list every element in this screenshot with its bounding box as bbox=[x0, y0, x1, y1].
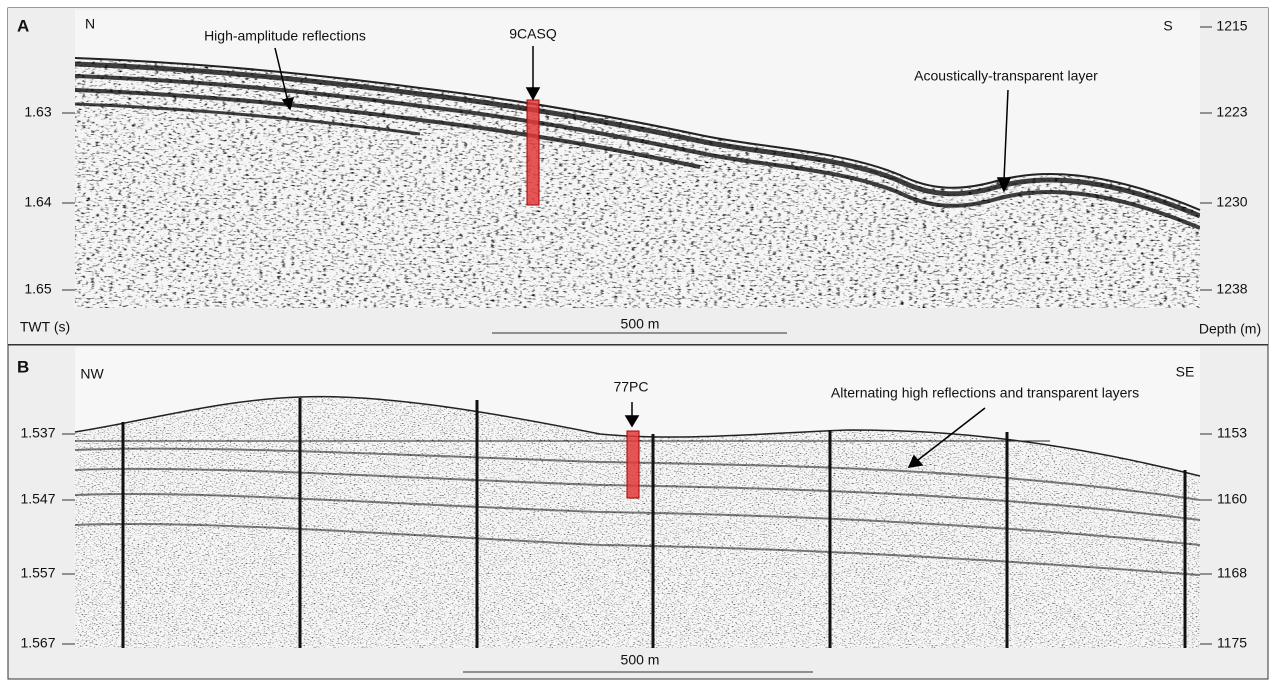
panel-label: A bbox=[17, 16, 29, 35]
annotation: High-amplitude reflections bbox=[204, 28, 366, 44]
trace-lines bbox=[121, 398, 1187, 648]
direction-label: NW bbox=[80, 366, 104, 382]
core-marker bbox=[526, 99, 540, 206]
annotation: Alternating high reflections and transpa… bbox=[831, 385, 1139, 401]
labels: A N S TWT (s) Depth (m) 1.63 1.64 1.65 1215 1223 1… bbox=[17, 16, 1261, 668]
direction-label: N bbox=[85, 16, 95, 32]
scale-label: 500 m bbox=[621, 652, 660, 668]
axis-title: TWT (s) bbox=[20, 319, 70, 335]
arrows bbox=[274, 46, 1012, 193]
core-marker bbox=[626, 430, 640, 499]
direction-label: S bbox=[1163, 18, 1172, 34]
right-tick-label: 1168 bbox=[1217, 565, 1247, 581]
arrows bbox=[624, 402, 986, 468]
core-label: 77PC bbox=[613, 379, 648, 395]
left-tick-label: 1.63 bbox=[24, 104, 51, 120]
left-tick-label: 1.537 bbox=[20, 425, 55, 441]
right-tick-label: 1238 bbox=[1216, 281, 1247, 297]
annotation: Acoustically-transparent layer bbox=[914, 68, 1098, 84]
seafloor bbox=[74, 57, 1201, 211]
left-tick-label: 1.65 bbox=[24, 281, 51, 297]
right-tick-label: 1223 bbox=[1216, 104, 1247, 120]
right-tick-label: 1160 bbox=[1217, 491, 1247, 507]
left-tick-label: 1.567 bbox=[20, 635, 55, 651]
left-tick-label: 1.64 bbox=[24, 194, 51, 210]
panel-label: B bbox=[17, 357, 29, 376]
core-label: 9CASQ bbox=[509, 26, 557, 42]
right-tick-label: 1215 bbox=[1216, 18, 1247, 34]
right-tick-label: 1230 bbox=[1216, 194, 1247, 210]
direction-label: SE bbox=[1176, 364, 1195, 380]
scale-label: 500 m bbox=[621, 316, 660, 332]
left-tick-label: 1.557 bbox=[20, 565, 55, 581]
right-tick-label: 1175 bbox=[1217, 635, 1247, 651]
axis-title: Depth (m) bbox=[1199, 321, 1261, 337]
right-tick-label: 1153 bbox=[1217, 425, 1247, 441]
seafloor bbox=[74, 395, 1201, 477]
left-tick-label: 1.547 bbox=[20, 491, 55, 507]
